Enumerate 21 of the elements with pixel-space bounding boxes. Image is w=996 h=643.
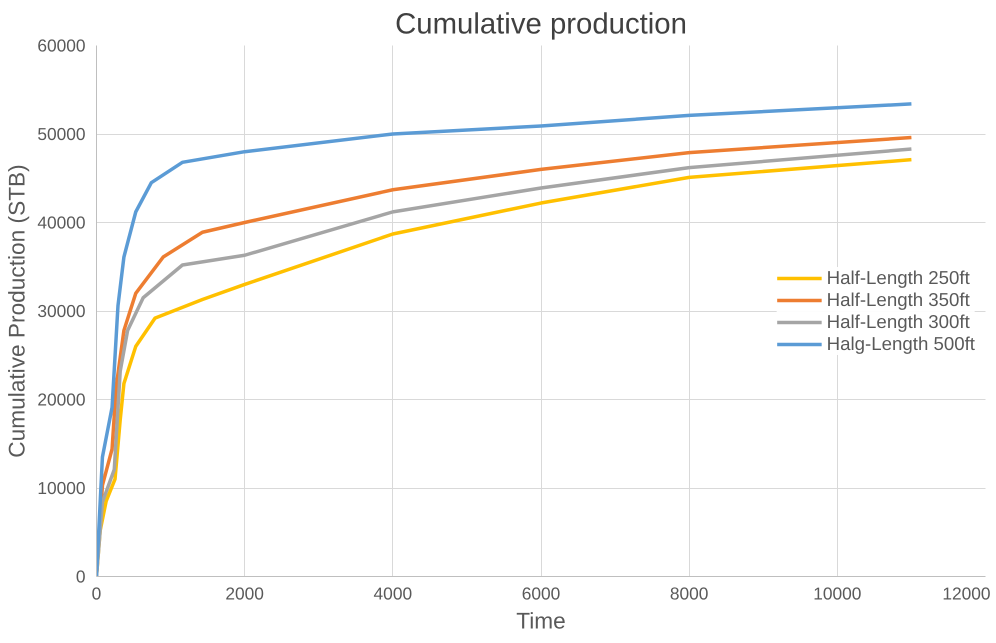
y-tick-label: 0	[76, 566, 86, 586]
x-tick-label: 8000	[670, 584, 708, 604]
legend-label: Half-Length 250ft	[826, 266, 970, 288]
y-tick-label: 60000	[37, 36, 86, 56]
y-axis-title: Cumulative Production (STB)	[3, 164, 30, 458]
legend-label: Half-Length 300ft	[826, 310, 970, 332]
legend-label: Half-Length 350ft	[826, 288, 970, 310]
y-tick-label: 30000	[37, 301, 86, 321]
x-tick-label: 12000	[942, 584, 990, 604]
y-tick-label: 50000	[37, 124, 86, 144]
y-tick-label: 40000	[37, 212, 86, 232]
legend-label: Halg-Length 500ft	[826, 332, 975, 354]
x-tick-label: 2000	[225, 584, 264, 604]
y-tick-label: 10000	[37, 478, 86, 498]
x-tick-label: 0	[92, 584, 102, 604]
x-tick-label: 6000	[522, 584, 560, 604]
chart-title: Cumulative production	[395, 8, 687, 40]
x-axis-title: Time	[516, 608, 566, 634]
y-tick-label: 20000	[37, 390, 86, 410]
x-tick-label: 4000	[374, 584, 412, 604]
x-tick-label: 10000	[813, 584, 862, 604]
